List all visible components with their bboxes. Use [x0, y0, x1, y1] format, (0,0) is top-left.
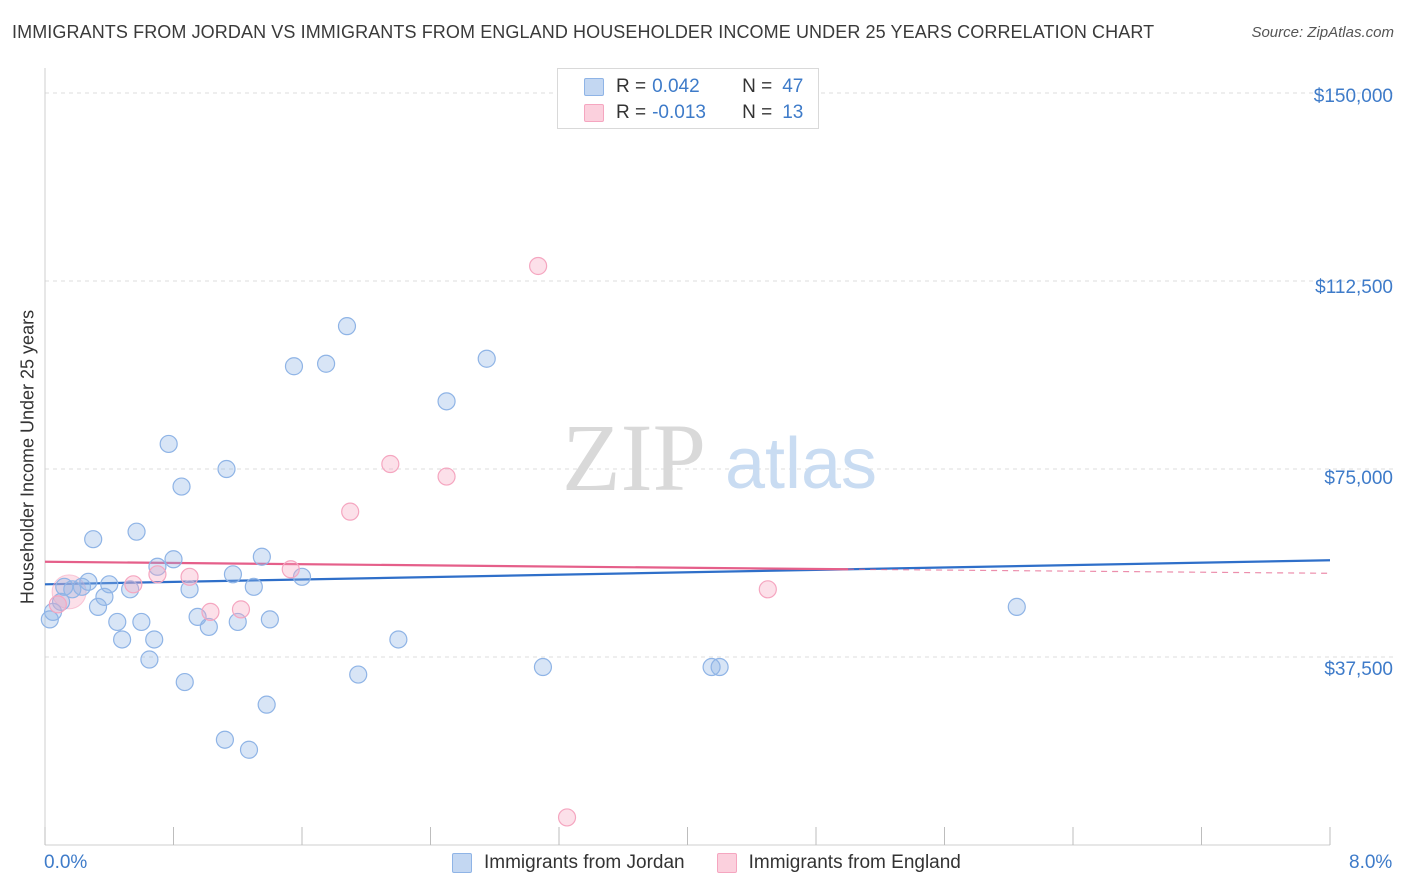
data-point-england [124, 575, 143, 594]
data-point-england [231, 600, 251, 619]
data-point-jordan [175, 672, 194, 692]
data-point-jordan [108, 612, 127, 632]
legend-n-value-jordan: 47 [782, 76, 804, 97]
data-point-jordan [159, 434, 178, 454]
data-point-jordan [349, 665, 368, 684]
x-tick-max: 8.0% [1349, 852, 1393, 873]
data-point-jordan [316, 354, 336, 373]
legend-r-value-jordan: 0.042 [652, 76, 700, 97]
data-point-jordan [172, 477, 191, 496]
data-point-england [758, 580, 777, 599]
data-point-england [437, 467, 456, 486]
chart-source: Source: ZipAtlas.com [1251, 24, 1394, 41]
watermark-zip: ZIP [562, 404, 706, 511]
data-point-jordan [477, 349, 496, 368]
data-point-england [341, 502, 360, 521]
data-point-england [381, 454, 400, 474]
trend-line-england [44, 560, 849, 571]
legend-n-value-england: 13 [782, 102, 804, 123]
data-point-jordan [121, 580, 140, 599]
data-point-jordan [148, 557, 167, 576]
data-point-jordan [437, 392, 456, 411]
data-point-jordan [710, 657, 729, 677]
data-point-jordan [199, 617, 218, 637]
series-label-jordan: Immigrants from Jordan [484, 852, 685, 873]
series-legend-england: Immigrants from England [716, 852, 961, 874]
data-point-england [529, 256, 548, 276]
legend-swatch-england [584, 104, 604, 122]
data-point-jordan [84, 530, 103, 549]
data-point-jordan [145, 630, 164, 649]
data-point-england [180, 567, 199, 586]
data-point-england [201, 602, 220, 621]
y-tick-150000: $150,000 [1313, 86, 1393, 107]
y-tick-112500: $112,500 [1315, 277, 1393, 298]
legend-r-key: R = [616, 76, 647, 97]
legend-swatch-jordan [584, 78, 604, 96]
data-point-jordan [533, 657, 553, 677]
y-axis-label: Householder Income Under 25 years [17, 309, 38, 605]
legend-row-england: R = -0.013 N = 13 [584, 101, 803, 125]
data-point-jordan [252, 547, 271, 566]
legend-n-key: N = [742, 102, 773, 123]
data-point-jordan [88, 597, 108, 616]
series-legend-jordan: Immigrants from Jordan [452, 852, 685, 874]
watermark-atlas: atlas [725, 424, 877, 504]
series-swatch-jordan [452, 853, 472, 873]
data-point-jordan [215, 730, 234, 749]
data-point-jordan [284, 357, 304, 376]
data-points [40, 256, 1026, 827]
data-point-jordan [51, 592, 71, 611]
data-point-jordan [389, 630, 408, 649]
y-tick-37500: $37,500 [1324, 659, 1393, 680]
series-label-england: Immigrants from England [748, 852, 961, 873]
data-point-jordan [140, 650, 159, 669]
watermark: ZIP atlas [562, 404, 877, 511]
legend-r-key: R = [616, 102, 647, 123]
data-point-england [557, 808, 577, 827]
y-tick-75000: $75,000 [1324, 468, 1393, 489]
data-point-jordan [239, 740, 259, 759]
data-point-jordan [223, 565, 243, 584]
data-point-jordan [180, 580, 199, 599]
axes [44, 68, 1331, 846]
chart-title: IMMIGRANTS FROM JORDAN VS IMMIGRANTS FRO… [12, 22, 1155, 42]
data-point-england [48, 595, 67, 614]
legend-n-key: N = [742, 76, 773, 97]
data-point-jordan [112, 630, 132, 649]
data-point-jordan [260, 610, 279, 629]
data-point-jordan [217, 459, 236, 479]
data-point-jordan [244, 577, 263, 596]
legend-row-jordan: R = 0.042 N = 47 [584, 75, 803, 99]
data-point-jordan [127, 522, 146, 541]
data-point-jordan [257, 695, 276, 714]
data-point-jordan [132, 612, 151, 632]
series-legend: Immigrants from Jordan Immigrants from E… [452, 852, 993, 874]
data-point-england [148, 565, 167, 584]
data-point-jordan [79, 572, 98, 591]
data-point-jordan [100, 575, 119, 594]
data-point-jordan [1007, 597, 1026, 616]
data-point-jordan [337, 317, 357, 336]
legend-r-value-england: -0.013 [652, 102, 706, 123]
trend-line-england-extension [848, 568, 1331, 574]
correlation-legend: R = 0.042 N = 47 R = -0.013 N = 13 [557, 68, 819, 129]
data-point-england [281, 560, 300, 579]
data-point-jordan [164, 550, 183, 569]
x-tick-min: 0.0% [44, 852, 88, 873]
series-swatch-england [716, 853, 737, 873]
